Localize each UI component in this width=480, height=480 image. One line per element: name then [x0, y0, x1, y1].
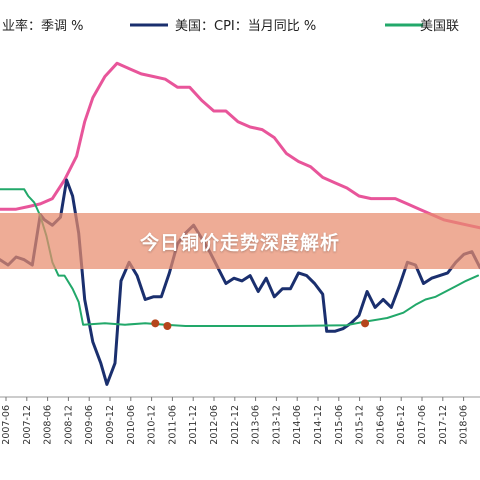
x-tick-label-2: 2008-06	[43, 405, 54, 445]
x-tick-label-11: 2012-12	[230, 405, 241, 445]
x-tick-label-3: 2008-12	[63, 405, 74, 445]
x-tick-label-8: 2011-06	[167, 405, 178, 445]
data-marker-0	[151, 319, 159, 327]
x-tick-label-17: 2015-12	[355, 405, 366, 445]
x-tick-label-9: 2011-12	[188, 405, 199, 445]
x-tick-label-7: 2010-12	[147, 405, 158, 445]
x-tick-label-13: 2013-12	[271, 405, 282, 445]
x-tick-label-10: 2012-06	[209, 405, 220, 445]
x-tick-label-1: 2007-12	[22, 405, 33, 445]
x-tick-label-4: 2009-06	[84, 405, 95, 445]
series-line-0	[0, 63, 480, 228]
data-marker-1	[163, 322, 171, 330]
x-tick-label-21: 2017-12	[438, 405, 449, 445]
title-banner: 今日铜价走势深度解析	[0, 213, 480, 269]
x-tick-label-6: 2010-06	[126, 405, 137, 445]
x-axis: 2007-06 2007-12 2008-06 2008-12 2009-06 2009-…	[1, 397, 470, 445]
data-marker-2	[361, 319, 369, 327]
x-tick-label-16: 2015-06	[334, 405, 345, 445]
legend-label-1: 美国：CPI：当月同比 %	[175, 19, 316, 34]
x-tick-label-22: 2018-06	[459, 405, 470, 445]
x-tick-label-15: 2014-12	[313, 405, 324, 445]
chart-legend: 业率：季调 % 美国：CPI：当月同比 % 美国联	[2, 18, 459, 34]
x-tick-label-20: 2017-06	[417, 405, 428, 445]
x-tick-label-14: 2014-06	[292, 405, 303, 445]
x-tick-label-5: 2009-12	[105, 405, 116, 445]
x-tick-label-18: 2016-06	[375, 405, 386, 445]
legend-label-0: 业率：季调 %	[2, 18, 84, 34]
legend-label-2: 美国联	[420, 19, 459, 34]
x-tick-label-12: 2013-06	[251, 405, 262, 445]
x-tick-label-0: 2007-06	[1, 405, 12, 445]
x-tick-label-19: 2016-12	[396, 405, 407, 445]
banner-title: 今日铜价走势深度解析	[140, 228, 340, 255]
series-line-1	[0, 180, 480, 384]
